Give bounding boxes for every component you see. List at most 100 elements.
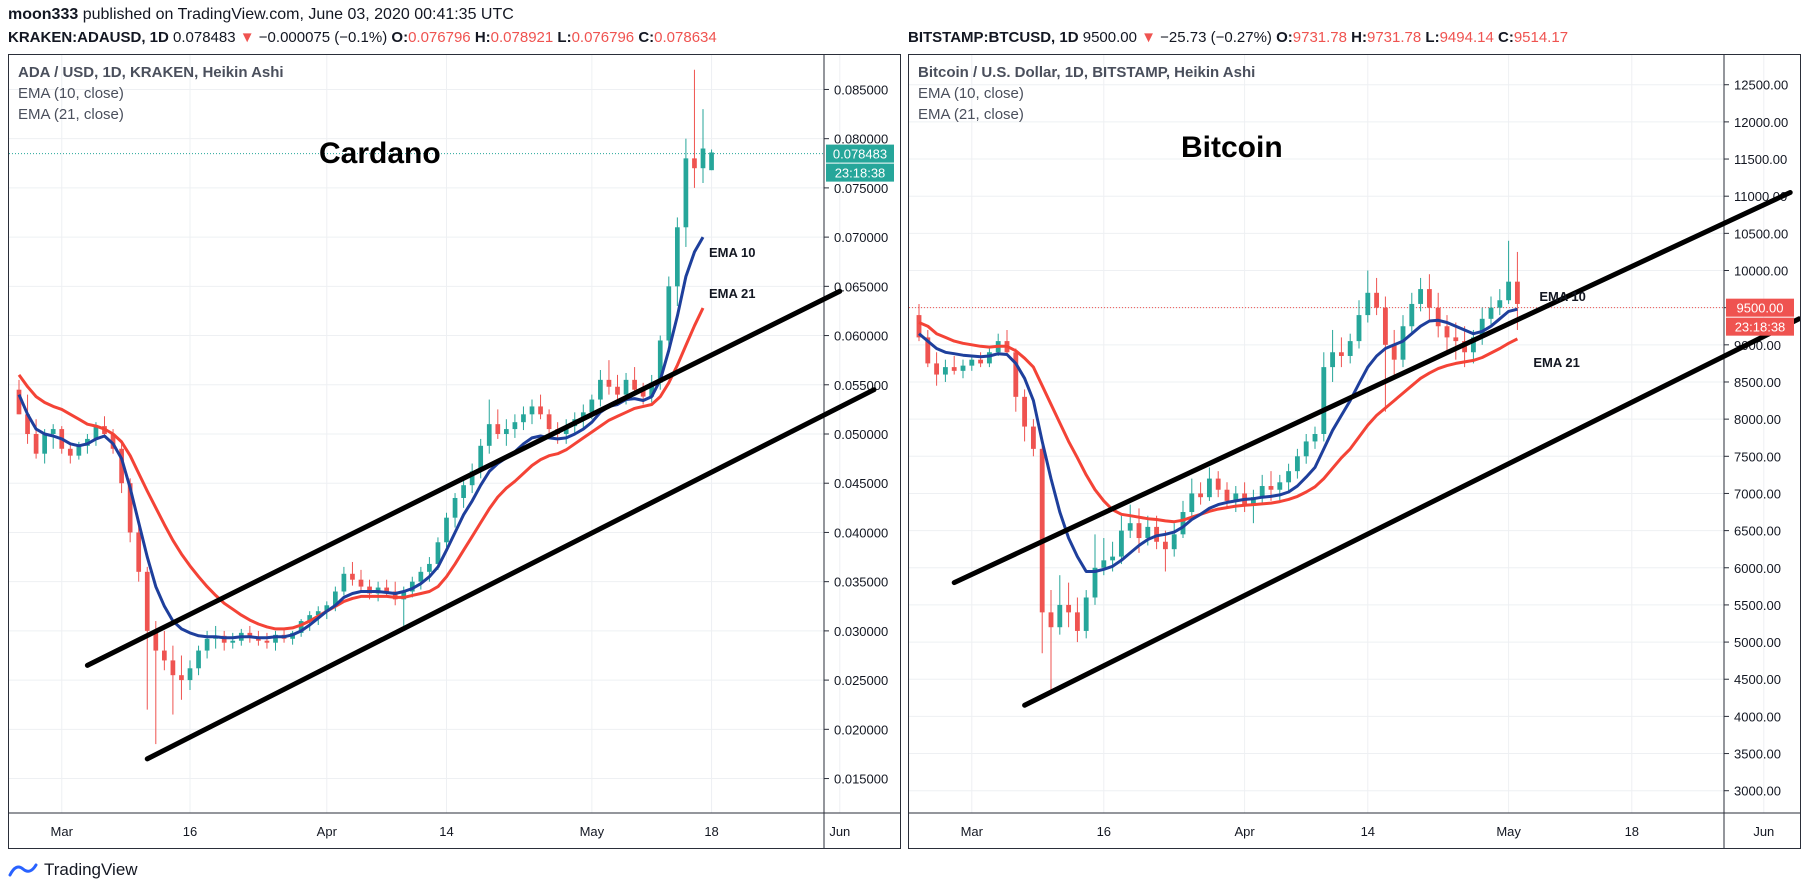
y-tick-label: 5500.00 (1734, 598, 1781, 613)
btc-chart-svg[interactable]: 12500.0012000.0011500.0011000.0010500.00… (909, 55, 1802, 848)
low-value: 9494.14 (1439, 29, 1494, 46)
footer-brand[interactable]: TradingView (8, 860, 138, 880)
candle-body (1162, 541, 1168, 550)
candle-body (187, 668, 193, 681)
legend-ema10: EMA (10, close) (18, 85, 124, 102)
y-tick-label: 9000.00 (1734, 338, 1781, 353)
candle-body (1382, 307, 1388, 345)
candle-body (1145, 526, 1151, 539)
timer-badge-text: 23:18:38 (835, 166, 886, 181)
candle-body (1426, 289, 1432, 308)
candle-body (580, 412, 586, 420)
candle-body (1294, 456, 1300, 472)
candle-body (1514, 281, 1520, 304)
candle-body (986, 352, 992, 364)
candle-body (1136, 523, 1142, 539)
candle-body (298, 621, 304, 633)
chart-panel-btc[interactable]: 12500.00 12000.00 11500.00 11000.00 10500.00… (908, 54, 1802, 849)
candle-body (546, 414, 552, 430)
price-badge-text: 9500.00 (1737, 301, 1784, 316)
candle-body (1013, 352, 1019, 397)
candle-body (925, 337, 931, 364)
candle-body (521, 414, 526, 423)
y-tick-label: 4500.00 (1734, 672, 1781, 687)
candle-body (1277, 482, 1283, 490)
symbol-label: KRAKEN:ADAUSD, 1D (8, 29, 169, 46)
candle-body (136, 532, 142, 572)
ema10-line (918, 307, 1518, 573)
candle-body (418, 571, 424, 582)
y-tick-label: 11500.00 (1734, 152, 1787, 167)
candle-body (461, 485, 466, 498)
timer-badge-text: 23:18:38 (1735, 320, 1786, 335)
candle-body (1030, 426, 1036, 449)
candle-body (1259, 486, 1265, 498)
candle-body (969, 359, 975, 366)
candle-body (264, 640, 270, 643)
candle-body (512, 422, 518, 430)
candle-body (230, 640, 236, 643)
candle-body (1224, 489, 1230, 501)
candle-body (1215, 478, 1221, 490)
candle-body (1365, 292, 1371, 316)
symbol-label: BITSTAMP:BTCUSD, 1D (908, 29, 1079, 46)
x-tick-label: 14 (439, 824, 453, 839)
candle-body (1022, 396, 1028, 427)
legend-ema21: EMA (21, close) (18, 106, 124, 123)
candle-body (1391, 344, 1397, 360)
candle-body (529, 406, 535, 415)
candle-body (589, 399, 595, 413)
candle-body (538, 406, 543, 415)
candle-body (1039, 448, 1045, 613)
candle-body (144, 571, 150, 631)
candle-body (332, 591, 338, 606)
channel-upper-line (951, 189, 1793, 586)
candle-body (486, 424, 492, 446)
ema21-label: EMA 21 (709, 286, 755, 301)
candle-body (1171, 534, 1177, 550)
chart-header-btc: BITSTAMP:BTCUSD, 1D 9500.00 ▼ −25.73 (−0… (908, 29, 1569, 46)
y-tick-label: 0.080000 (834, 132, 888, 147)
ema21-label: EMA 21 (1533, 355, 1579, 370)
ada-chart-svg[interactable]: 0.085000 0.080000 0.075000 0.070000 0.065000… (9, 55, 900, 848)
candle-body (683, 158, 689, 228)
candle-body (444, 517, 449, 543)
timer-badge-bg (1726, 317, 1794, 336)
candle-body (110, 434, 116, 449)
candle-body (934, 363, 940, 375)
candle-body (1048, 612, 1054, 628)
candle-body (1083, 597, 1089, 631)
open-value: 0.076796 (408, 29, 471, 46)
candle-body (1338, 352, 1344, 356)
y-tick-label: 0.060000 (834, 329, 888, 344)
candle-body (67, 448, 73, 456)
low-value: 0.076796 (571, 29, 635, 46)
candle-body (623, 379, 629, 395)
x-tick-label: Mar (51, 824, 74, 839)
y-tick-label: 6000.00 (1734, 561, 1781, 576)
legend-ema10: EMA (10, close) (918, 85, 1024, 102)
candle-body (978, 359, 984, 364)
candle-body (392, 591, 398, 600)
candle-body (951, 367, 957, 371)
candle-body (666, 286, 672, 341)
candle-body (204, 638, 210, 651)
close-value: 0.078634 (654, 29, 717, 46)
candle-body (1409, 303, 1415, 327)
candle-body (674, 227, 680, 287)
candle-body (1066, 604, 1072, 613)
ema21-line (17, 307, 705, 631)
x-tick-label: Mar (961, 824, 984, 839)
chart-panel-ada[interactable]: 0.085000 0.080000 0.075000 0.070000 0.065000… (8, 54, 901, 849)
last-price: 9500.00 (1082, 29, 1137, 46)
candle-body (1497, 300, 1503, 308)
candle-body (1233, 493, 1239, 501)
candle-body (127, 483, 133, 533)
y-tick-label: 0.015000 (834, 772, 888, 787)
candle-body (469, 471, 475, 486)
high-value: 9731.78 (1367, 29, 1422, 46)
candle-body (478, 445, 484, 472)
candle-body (1074, 612, 1080, 631)
candle-body (1250, 497, 1256, 505)
candle-body (1198, 493, 1204, 498)
